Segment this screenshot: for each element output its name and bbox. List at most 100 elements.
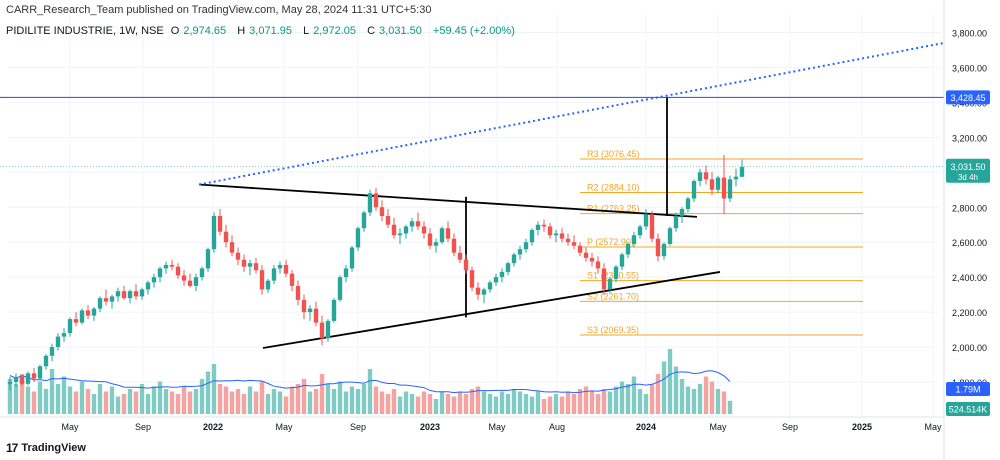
candle-body [37, 366, 43, 379]
candle-body [193, 277, 199, 286]
time-tick-label: May [488, 422, 506, 432]
volume-bar [727, 400, 733, 414]
volume-bar [115, 396, 121, 414]
candle-body [205, 249, 211, 269]
volume-bar [373, 386, 379, 414]
volume-bar [43, 389, 49, 414]
price-tick-label: 2,200.00 [952, 308, 987, 318]
time-tick-label: Sep [135, 422, 151, 432]
time-tick-label: Sep [350, 422, 366, 432]
volume-bar [715, 389, 721, 414]
candle-body [145, 282, 151, 290]
candle-body [439, 228, 445, 243]
candle-body [703, 172, 709, 180]
volume-bar [253, 391, 259, 414]
candle-body [529, 229, 535, 243]
candle-body [7, 382, 13, 384]
triangle-lower-trendline [262, 271, 721, 349]
price-change: +59.45 (+2.00%) [432, 25, 515, 37]
volume-bar [205, 371, 211, 414]
volume-bar [457, 391, 463, 414]
candle-body [337, 277, 343, 300]
candle-body [97, 298, 103, 309]
volume-bar [337, 381, 343, 414]
candle-body [283, 264, 289, 274]
candle-body [319, 322, 325, 339]
volume-bar [37, 381, 43, 414]
volume-bar [355, 389, 361, 414]
volume-bar [685, 386, 691, 414]
candle-body [91, 308, 97, 316]
candle-body [403, 226, 409, 234]
volume-ma-label: 1.79M [955, 385, 980, 395]
candle-body [523, 242, 529, 250]
candle-body [259, 270, 265, 290]
candle-body [433, 242, 439, 246]
volume-bar [169, 391, 175, 414]
candle-body [457, 252, 463, 260]
pivot-level-label: R2 (2884.10) [587, 183, 640, 193]
volume-bar [157, 381, 163, 414]
pivot-level-label: R3 (3076.45) [587, 149, 640, 159]
tradingview-watermark[interactable]: 17 TradingView [6, 441, 86, 455]
symbol-name[interactable]: PIDILITE INDUSTRIE, 1W, NSE [6, 25, 164, 37]
volume-bar [181, 386, 187, 414]
volume-bar [55, 384, 61, 414]
volume-bar [97, 384, 103, 414]
volume-bar [421, 391, 427, 414]
volume-bar [463, 394, 469, 414]
volume-bar [535, 391, 541, 414]
volume-bar [631, 376, 637, 414]
price-axis[interactable]: 1,800.002,000.002,200.002,400.002,600.00… [943, 0, 990, 460]
volume-ma-label-box [946, 382, 990, 396]
candle-body [667, 228, 673, 244]
grid [8, 15, 940, 417]
candle-body [715, 177, 721, 190]
volume-bar [709, 381, 715, 414]
candle-body [289, 273, 295, 286]
volume-bar [517, 391, 523, 414]
candle-body [385, 216, 391, 225]
candle-body [607, 278, 613, 290]
candle-body [661, 243, 667, 257]
candle-body [601, 268, 607, 290]
candle-body [475, 287, 481, 295]
volume-bar [643, 394, 649, 414]
candle-body [187, 280, 193, 286]
candle-body [589, 257, 595, 262]
time-tick-label: Aug [549, 422, 565, 432]
pivot-level-label: S2 (2261.70) [587, 291, 639, 301]
volume-bar [721, 391, 727, 414]
time-tick-label: Sep [782, 422, 798, 432]
candle-body [235, 252, 241, 260]
volume-bar [691, 389, 697, 414]
volume-bar [403, 391, 409, 414]
volume-bar [445, 394, 451, 414]
volume-bar [511, 389, 517, 414]
candle-body [109, 296, 115, 302]
volume-bar [247, 386, 253, 414]
candle-body [163, 264, 169, 269]
volume-bar [211, 364, 217, 414]
volume-bar [145, 394, 151, 414]
candle-body [121, 291, 127, 299]
candle-body [451, 238, 457, 253]
volume-bar [667, 349, 673, 414]
candle-body [271, 268, 277, 281]
volume-bar [19, 374, 25, 414]
volume-bar [391, 389, 397, 414]
volume-bar [79, 381, 85, 414]
candle-body [25, 373, 31, 384]
candle-body [511, 254, 517, 264]
volume-bar [571, 394, 577, 414]
volume-bar [163, 389, 169, 414]
candle-body [697, 172, 703, 182]
candle-body [325, 320, 331, 339]
ohlc-high: H 3,071.95 [237, 25, 292, 37]
volume-bar [619, 381, 625, 414]
candle-body [409, 221, 415, 227]
time-axis[interactable]: May Sep 2022 May Sep 2023 May Aug 2024 May Sep 2025… [0, 416, 944, 432]
volume-bar [487, 394, 493, 414]
